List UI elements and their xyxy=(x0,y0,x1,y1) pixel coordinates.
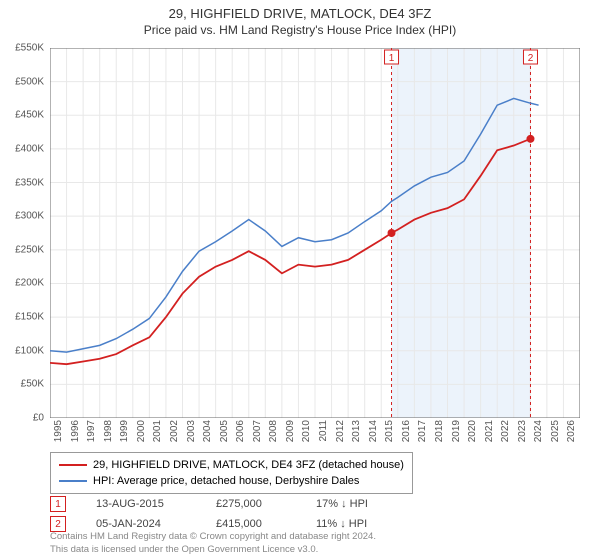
marker-price-1: £275,000 xyxy=(216,498,286,510)
y-tick-label: £350K xyxy=(15,177,44,188)
svg-text:2: 2 xyxy=(528,53,534,64)
svg-text:1: 1 xyxy=(389,53,395,64)
x-tick-label: 2000 xyxy=(136,420,147,442)
y-tick-label: £0 xyxy=(33,413,44,424)
y-tick-label: £50K xyxy=(21,379,44,390)
x-tick-label: 2007 xyxy=(252,420,263,442)
legend-swatch xyxy=(59,480,87,482)
x-tick-label: 2002 xyxy=(169,420,180,442)
x-tick-label: 2005 xyxy=(219,420,230,442)
title-block: 29, HIGHFIELD DRIVE, MATLOCK, DE4 3FZ Pr… xyxy=(0,0,600,37)
title-subtitle: Price paid vs. HM Land Registry's House … xyxy=(0,23,600,37)
x-tick-label: 1998 xyxy=(103,420,114,442)
x-tick-label: 2004 xyxy=(202,420,213,442)
footnote-line1: Contains HM Land Registry data © Crown c… xyxy=(50,531,376,543)
x-tick-label: 2008 xyxy=(268,420,279,442)
x-tick-label: 2025 xyxy=(550,420,561,442)
x-tick-label: 2011 xyxy=(318,420,329,442)
x-tick-label: 2013 xyxy=(351,420,362,442)
marker-row-1: 1 13-AUG-2015 £275,000 17% ↓ HPI xyxy=(50,496,368,512)
x-tick-label: 2017 xyxy=(417,420,428,442)
marker-badge-2: 2 xyxy=(50,516,66,532)
legend-label: 29, HIGHFIELD DRIVE, MATLOCK, DE4 3FZ (d… xyxy=(93,457,404,473)
x-tick-label: 1995 xyxy=(53,420,64,442)
title-address: 29, HIGHFIELD DRIVE, MATLOCK, DE4 3FZ xyxy=(0,6,600,21)
marker-row-2: 2 05-JAN-2024 £415,000 11% ↓ HPI xyxy=(50,516,367,532)
legend-box: 29, HIGHFIELD DRIVE, MATLOCK, DE4 3FZ (d… xyxy=(50,452,413,494)
y-tick-label: £300K xyxy=(15,211,44,222)
legend-row: HPI: Average price, detached house, Derb… xyxy=(59,473,404,489)
chart-svg: 12 xyxy=(50,48,580,418)
y-tick-label: £400K xyxy=(15,143,44,154)
x-tick-label: 2026 xyxy=(566,420,577,442)
footnote-line2: This data is licensed under the Open Gov… xyxy=(50,544,376,556)
x-tick-label: 2019 xyxy=(451,420,462,442)
marker-badge-1: 1 xyxy=(50,496,66,512)
x-tick-label: 2001 xyxy=(152,420,163,442)
x-tick-label: 2012 xyxy=(335,420,346,442)
legend-row: 29, HIGHFIELD DRIVE, MATLOCK, DE4 3FZ (d… xyxy=(59,457,404,473)
x-tick-label: 2021 xyxy=(484,420,495,442)
y-tick-label: £150K xyxy=(15,312,44,323)
legend-label: HPI: Average price, detached house, Derb… xyxy=(93,473,359,489)
x-tick-label: 1999 xyxy=(119,420,130,442)
marker-price-2: £415,000 xyxy=(216,518,286,530)
y-tick-label: £500K xyxy=(15,76,44,87)
x-tick-label: 2014 xyxy=(368,420,379,442)
x-tick-label: 1996 xyxy=(70,420,81,442)
x-tick-label: 2023 xyxy=(517,420,528,442)
x-tick-label: 2018 xyxy=(434,420,445,442)
legend-swatch xyxy=(59,464,87,466)
marker-delta-2: 11% ↓ HPI xyxy=(316,518,367,530)
chart-area: 12 £0£50K£100K£150K£200K£250K£300K£350K£… xyxy=(50,48,580,418)
y-tick-label: £250K xyxy=(15,244,44,255)
x-tick-label: 2015 xyxy=(384,420,395,442)
x-tick-label: 2020 xyxy=(467,420,478,442)
x-tick-label: 2003 xyxy=(186,420,197,442)
y-tick-label: £450K xyxy=(15,110,44,121)
x-tick-label: 2006 xyxy=(235,420,246,442)
y-tick-label: £100K xyxy=(15,345,44,356)
y-tick-label: £550K xyxy=(15,43,44,54)
footnote: Contains HM Land Registry data © Crown c… xyxy=(50,531,376,556)
marker-date-1: 13-AUG-2015 xyxy=(96,498,186,510)
marker-delta-1: 17% ↓ HPI xyxy=(316,498,368,510)
marker-date-2: 05-JAN-2024 xyxy=(96,518,186,530)
chart-container: 29, HIGHFIELD DRIVE, MATLOCK, DE4 3FZ Pr… xyxy=(0,0,600,560)
x-tick-label: 2022 xyxy=(500,420,511,442)
x-tick-label: 2009 xyxy=(285,420,296,442)
y-tick-label: £200K xyxy=(15,278,44,289)
x-tick-label: 2016 xyxy=(401,420,412,442)
x-tick-label: 1997 xyxy=(86,420,97,442)
x-tick-label: 2024 xyxy=(533,420,544,442)
x-tick-label: 2010 xyxy=(301,420,312,442)
